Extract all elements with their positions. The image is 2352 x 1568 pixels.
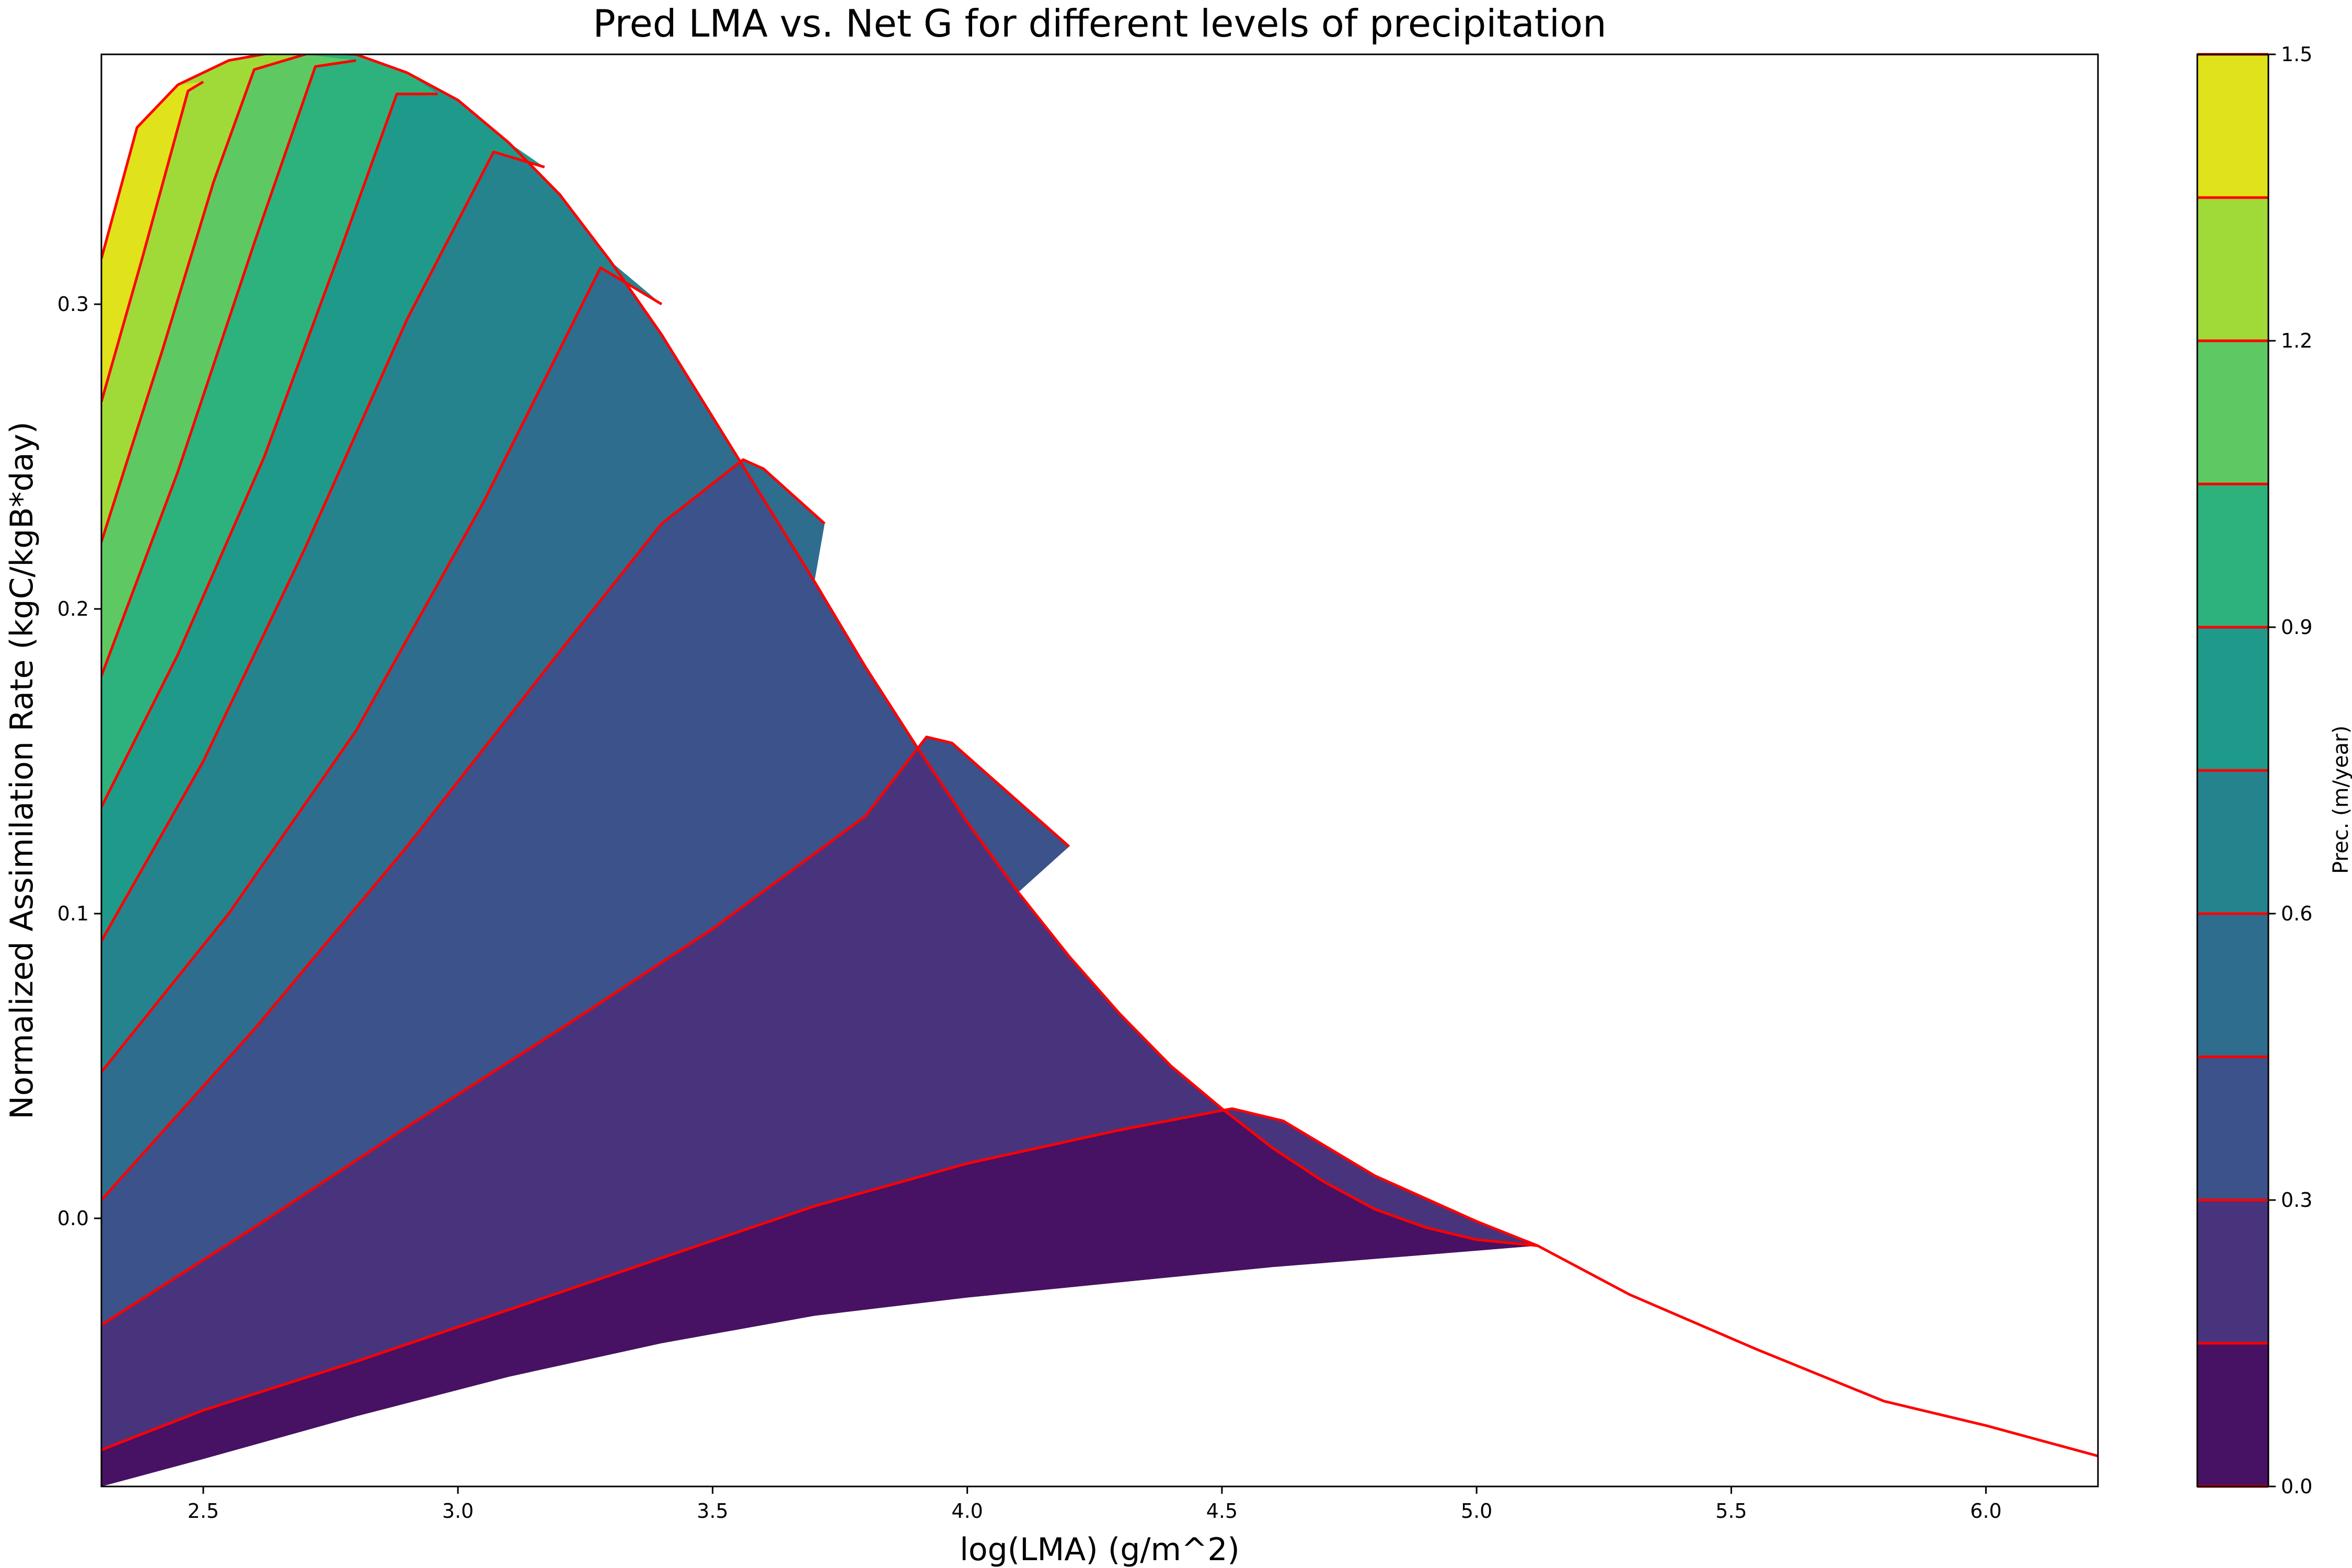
colorbar-frame <box>2196 53 2269 1488</box>
x-tick-label: 3.0 <box>442 1500 474 1523</box>
contour-line-0.9 <box>101 59 356 677</box>
x-tick-label: 5.0 <box>1461 1500 1492 1523</box>
contour-line-1.05 <box>101 54 310 543</box>
y-tick-label: 0.2 <box>57 597 89 620</box>
colorbar-segment <box>2197 770 2268 914</box>
contour-line-0.45 <box>101 266 663 1073</box>
contour-line-0 <box>101 1107 2098 1458</box>
colorbar-segment <box>2197 1200 2268 1343</box>
colorbar-tick-label: 0.6 <box>2281 902 2312 925</box>
x-tick-label: 5.5 <box>1715 1500 1747 1523</box>
chart-title: Pred LMA vs. Net G for different levels … <box>593 2 1606 45</box>
x-tick-label: 6.0 <box>1970 1500 2001 1523</box>
band-fill-top <box>101 82 203 402</box>
colorbar-tick-label: 0.9 <box>2281 616 2312 639</box>
contour-lines <box>101 54 2098 1458</box>
x-axis: 2.5 3.0 3.5 4.0 4.5 5.0 5.5 6.0 <box>188 1486 2002 1523</box>
y-axis-label: Normalized Assimilation Rate (kgC/kgB*da… <box>4 422 40 1120</box>
contour-fill-regions <box>101 54 1538 1486</box>
contour-line-0.15 <box>101 735 1070 1327</box>
colorbar-segment <box>2197 1343 2268 1486</box>
plot-frame <box>100 53 2099 1488</box>
x-tick-label: 4.0 <box>951 1500 983 1523</box>
colorbar-segment <box>2197 484 2268 627</box>
colorbar-tick-label: 0.3 <box>2281 1189 2312 1212</box>
colorbar-segment <box>2197 914 2268 1057</box>
colorbar-label: Prec. (m/year) <box>2329 725 2352 874</box>
contour-line-0.3 <box>101 458 826 1201</box>
x-axis-label: log(LMA) (g/m^2) <box>960 1531 1240 1568</box>
x-tick-label: 3.5 <box>697 1500 728 1523</box>
colorbar: 0.0 0.3 0.6 0.9 1.2 1.5 <box>2196 43 2312 1498</box>
colorbar-segment <box>2197 1057 2268 1200</box>
y-tick-label: 0.0 <box>57 1207 89 1230</box>
x-tick-label: 4.5 <box>1206 1500 1238 1523</box>
colorbar-tick-label: 1.2 <box>2281 329 2312 352</box>
contour-line-0.75 <box>101 93 438 808</box>
colorbar-segment <box>2197 341 2268 484</box>
envelope-line <box>101 54 1538 1247</box>
y-tick-label: 0.1 <box>57 902 89 925</box>
colorbar-segment <box>2197 54 2268 198</box>
y-tick-label: 0.3 <box>57 293 89 316</box>
colorbar-segment <box>2197 627 2268 770</box>
y-axis: 0.0 0.1 0.2 0.3 <box>57 293 101 1230</box>
colorbar-tick-label: 0.0 <box>2281 1475 2312 1498</box>
colorbar-tick-label: 1.5 <box>2281 43 2312 66</box>
x-tick-label: 2.5 <box>188 1500 219 1523</box>
contour-line-1.2 <box>101 80 204 402</box>
colorbar-segment <box>2197 198 2268 341</box>
contour-line-0.6 <box>101 151 545 942</box>
